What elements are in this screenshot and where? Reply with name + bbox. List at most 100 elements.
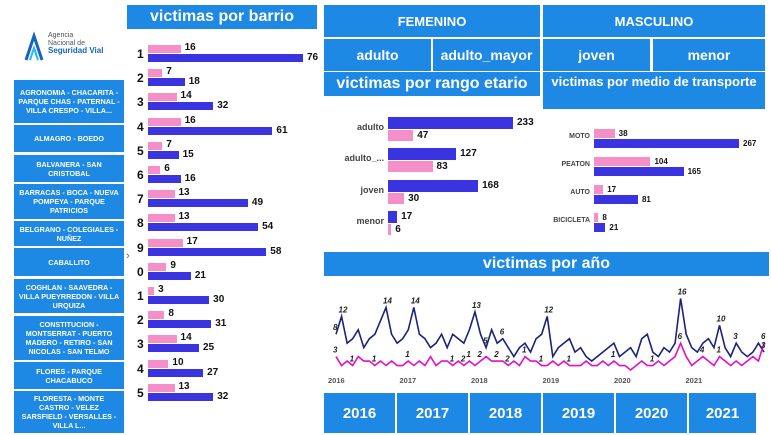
transport-value-pink: 8	[602, 213, 607, 222]
barrio-value-pink: 6	[164, 163, 170, 174]
year-data-label: 10	[717, 314, 726, 323]
year-chart-title: victimas por año	[324, 252, 769, 276]
year-data-label: 1	[372, 355, 377, 364]
age-value-blue: 233	[517, 117, 534, 128]
barrio-slicer-item[interactable]: COGHLAN - SAAVEDRA - VILLA PUEYRREDON - …	[14, 279, 124, 313]
barrio-category-label: 1	[137, 47, 144, 61]
barrio-bar-blue	[148, 296, 210, 304]
year-axis-tick: 2021	[686, 376, 703, 385]
barrio-bar-blue	[148, 199, 248, 208]
year-data-label: 2	[493, 350, 499, 359]
year-button-2020[interactable]: 2020	[616, 393, 689, 433]
logo-line-3: Seguridad Vial	[48, 46, 104, 56]
age-bar-pink	[388, 161, 433, 172]
barrio-slicer-item[interactable]: AGRONOMIA - CHACARITA - PARQUE CHAS - PA…	[14, 80, 124, 123]
year-button-2019[interactable]: 2019	[543, 393, 616, 433]
year-button-2017[interactable]: 2017	[397, 393, 470, 433]
transport-category-label: AUTO	[570, 189, 590, 196]
barrio-bar-blue	[148, 247, 267, 256]
barrio-slicer-item[interactable]: ALMAGRO - BOEDO	[14, 125, 124, 152]
barrio-bar-blue	[148, 368, 204, 377]
barrio-bar-pink	[148, 214, 175, 223]
year-button-2018[interactable]: 2018	[470, 393, 543, 433]
barrio-chart-title: victimas por barrio	[127, 5, 317, 29]
year-data-label: 12	[339, 305, 348, 314]
year-series-line-magenta	[335, 341, 765, 372]
transport-value-pink: 17	[607, 185, 617, 194]
transport-category-label: PEATON	[561, 161, 590, 168]
barrio-value-pink: 13	[178, 211, 190, 223]
barrio-value-pink: 16	[184, 114, 196, 126]
year-data-label: 12	[544, 305, 553, 314]
year-data-label: 1	[717, 346, 722, 355]
barrio-category-label: 8	[137, 216, 144, 231]
year-data-label: 13	[472, 301, 481, 310]
barrio-value-pink: 8	[168, 308, 174, 320]
barrio-category-label: 6	[137, 168, 144, 182]
selected-row-chevron-icon: ›	[126, 250, 130, 262]
year-data-label: 1	[450, 355, 455, 364]
logo-line-1: Agencia	[48, 32, 74, 39]
year-data-label: 1	[650, 355, 655, 364]
barrio-value-pink: 14	[180, 332, 192, 344]
transport-bar-pink	[594, 129, 615, 138]
age-category-label: adulto	[357, 122, 384, 132]
filter-adulto-button[interactable]: adulto	[324, 39, 431, 71]
age-bar-blue	[388, 117, 513, 129]
barrio-category-label: 9	[137, 240, 144, 255]
barrio-slicer-item[interactable]: FLORES - PARQUE CHACABUCO	[14, 362, 124, 389]
filter-joven-button[interactable]: joven	[543, 39, 650, 71]
barrio-value-blue: 30	[213, 294, 225, 305]
year-data-label: 1	[539, 355, 544, 364]
filter-femenino-button[interactable]: FEMENINO	[324, 5, 540, 37]
barrio-bar-pink	[148, 45, 181, 53]
year-button-2021[interactable]: 2021	[689, 393, 758, 433]
barrio-category-label: 5	[137, 143, 144, 158]
barrio-slicer-item[interactable]: BELGRANO - COLEGIALES - NUÑEZ	[14, 221, 124, 246]
year-axis-tick: 2019	[543, 376, 560, 385]
year-data-label: 14	[411, 296, 420, 305]
barrio-value-pink: 10	[172, 356, 184, 368]
age-value-blue: 127	[460, 148, 477, 159]
barrio-slicer-item[interactable]: FLORESTA - MONTE CASTRO - VELEZ SARSFIEL…	[14, 391, 124, 433]
filter-masculino-button[interactable]: MASCULINO	[543, 5, 765, 37]
barrio-bar-pink	[148, 287, 155, 295]
year-data-label: 1	[466, 350, 471, 359]
year-data-label: 5	[483, 337, 488, 346]
year-data-label: 2	[504, 355, 510, 364]
barrio-slicer-item[interactable]: BARRACAS - BOCA - NUEVA POMPEYA - PARQUE…	[14, 184, 124, 219]
year-data-label: 3	[333, 346, 338, 355]
barrio-bar-pink	[148, 359, 169, 368]
transport-bar-blue	[594, 223, 606, 232]
barrio-value-blue: 25	[202, 342, 215, 354]
year-axis-tick: 2017	[400, 376, 417, 385]
barrio-value-blue: 58	[270, 245, 282, 257]
barrio-value-blue: 76	[307, 52, 319, 63]
year-axis-tick: 2018	[471, 376, 488, 385]
transport-chart-title: victimas por medio de transporte	[543, 72, 765, 109]
barrio-slicer-item[interactable]: CONSTITUCION - MONTSERRAT - PUERTO MADER…	[14, 316, 124, 360]
filter-adulto-mayor-button[interactable]: adulto_mayor	[433, 39, 540, 71]
year-data-label: 6	[761, 332, 766, 341]
year-axis-tick: 2016	[328, 376, 345, 385]
barrio-value-blue: 32	[217, 390, 229, 402]
age-value-blue: 17	[401, 211, 413, 222]
year-data-label: 3	[733, 332, 738, 341]
barrio-slicer-item[interactable]: CABALLITO	[14, 248, 124, 276]
age-bar-pink	[388, 193, 405, 204]
transport-bar-blue	[594, 167, 684, 176]
barrio-category-label: 4	[137, 361, 144, 376]
year-axis-tick: 2020	[614, 376, 631, 385]
barrio-value-pink: 14	[180, 90, 192, 102]
year-button-2016[interactable]: 2016	[324, 393, 397, 433]
agency-logo-icon	[24, 31, 44, 61]
barrio-bar-pink	[148, 383, 175, 392]
logo-line-2: Nacional de	[48, 39, 85, 47]
barrio-value-blue: 15	[182, 148, 194, 160]
age-value-pink: 30	[408, 193, 420, 204]
barrio-slicer-item[interactable]: BALVANERA - SAN CRISTOBAL	[14, 155, 124, 182]
age-bar-pink	[388, 224, 392, 235]
age-value-pink: 83	[436, 161, 448, 172]
filter-menor-button[interactable]: menor	[653, 39, 765, 71]
barrio-value-pink: 7	[166, 138, 172, 150]
